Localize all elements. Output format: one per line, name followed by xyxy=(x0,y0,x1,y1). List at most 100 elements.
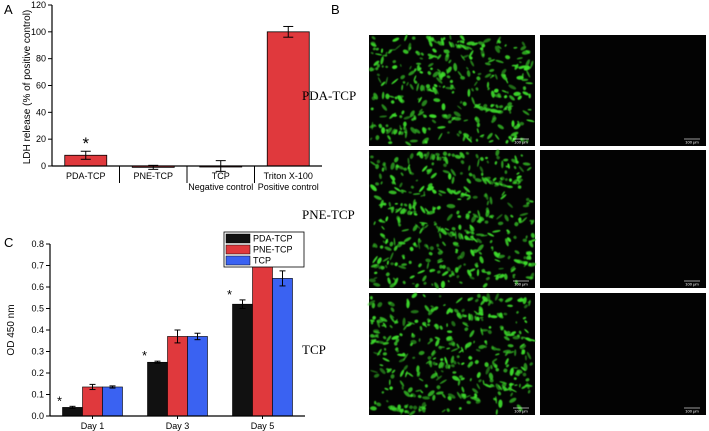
cell xyxy=(447,280,450,283)
cell xyxy=(446,266,451,272)
cell xyxy=(481,271,488,274)
cell xyxy=(490,246,494,249)
chart-a-y-tick-label: 100 xyxy=(31,27,46,37)
cell xyxy=(446,66,452,74)
cell xyxy=(519,383,521,388)
cell xyxy=(370,155,374,159)
cell xyxy=(432,48,437,53)
cell xyxy=(494,161,498,165)
cell xyxy=(475,233,485,236)
cell xyxy=(406,323,412,327)
cell xyxy=(397,165,404,170)
cell xyxy=(439,379,447,384)
cell xyxy=(445,363,450,369)
cell xyxy=(484,340,488,344)
cell xyxy=(512,275,515,279)
cell xyxy=(378,219,386,223)
cell xyxy=(466,41,475,46)
cell xyxy=(387,135,391,140)
cell xyxy=(446,203,456,209)
cell xyxy=(370,339,376,343)
cell xyxy=(510,331,517,335)
cell xyxy=(397,353,405,357)
chart-c-legend-swatch xyxy=(225,233,251,244)
cell xyxy=(516,311,519,314)
cell xyxy=(462,54,469,59)
cell xyxy=(409,110,415,118)
cell xyxy=(449,34,452,40)
cell xyxy=(436,77,443,84)
cell xyxy=(472,70,476,74)
cell xyxy=(463,263,466,266)
cell xyxy=(487,108,497,113)
cell xyxy=(417,270,426,274)
cell xyxy=(475,349,481,352)
cell xyxy=(389,283,396,288)
cell xyxy=(446,330,453,334)
cell xyxy=(514,222,519,227)
cell xyxy=(413,75,417,82)
cell xyxy=(477,209,481,218)
cell xyxy=(431,189,437,194)
cell xyxy=(416,83,420,92)
cell xyxy=(381,127,386,134)
cell xyxy=(447,393,456,399)
cell xyxy=(427,356,432,360)
cell xyxy=(413,115,417,121)
cell xyxy=(427,390,435,397)
cell xyxy=(399,63,402,67)
chart-c-bar xyxy=(187,336,208,417)
cell xyxy=(502,349,511,354)
cell xyxy=(486,160,489,164)
cell xyxy=(495,367,500,372)
cell xyxy=(512,335,521,340)
cell xyxy=(395,338,400,343)
cell xyxy=(452,375,460,381)
cell xyxy=(474,178,482,183)
cell xyxy=(476,128,479,134)
cell xyxy=(471,237,475,241)
cell xyxy=(469,56,473,60)
cell xyxy=(446,347,451,350)
cell xyxy=(484,362,489,368)
cell xyxy=(379,115,388,118)
cell xyxy=(487,132,493,140)
cell xyxy=(515,321,518,324)
cell xyxy=(442,151,448,156)
cell xyxy=(387,301,395,307)
cell xyxy=(494,134,500,140)
cell xyxy=(485,277,490,281)
cell xyxy=(408,191,412,194)
cell xyxy=(485,178,492,185)
cell xyxy=(402,280,406,285)
cell xyxy=(420,52,424,56)
micrograph-background xyxy=(369,35,535,146)
cell xyxy=(448,120,452,124)
cell xyxy=(511,158,517,164)
micrograph-background xyxy=(540,293,706,415)
cell xyxy=(426,210,435,215)
cell xyxy=(476,238,482,244)
scale-bar-label: 100 μm xyxy=(514,409,528,414)
cell xyxy=(462,44,469,50)
cell xyxy=(394,187,401,192)
cell xyxy=(507,102,513,107)
cell xyxy=(457,70,463,78)
cell xyxy=(388,141,393,145)
micrograph-row-label: PNE-TCP xyxy=(302,207,355,222)
cell xyxy=(377,348,382,356)
cell xyxy=(370,263,378,268)
cell xyxy=(392,60,397,64)
cell xyxy=(375,67,379,71)
cell xyxy=(502,386,507,391)
cell xyxy=(409,153,414,160)
cell xyxy=(459,40,465,44)
cell xyxy=(487,232,495,237)
cell xyxy=(494,259,501,262)
cell xyxy=(500,194,507,200)
cell xyxy=(369,67,374,72)
cell xyxy=(480,318,484,322)
cell xyxy=(473,103,481,109)
chart-c-significance-star: * xyxy=(57,393,62,408)
cell xyxy=(514,155,518,163)
